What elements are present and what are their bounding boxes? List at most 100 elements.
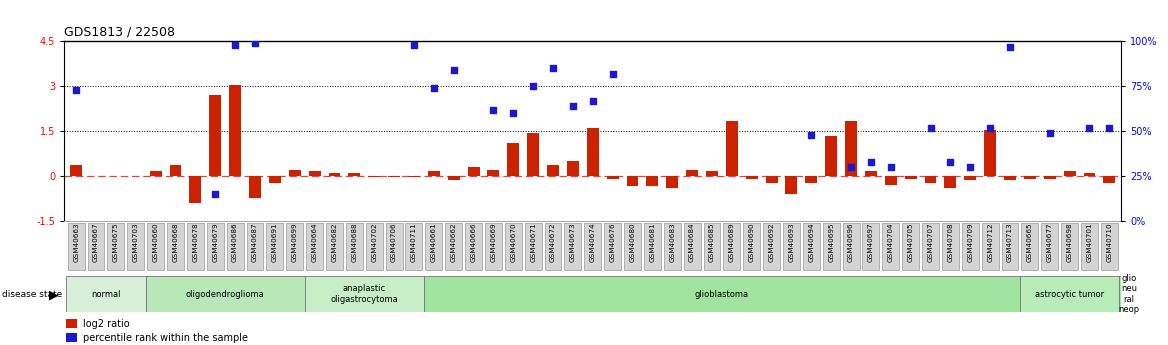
Point	[922, 125, 940, 130]
FancyBboxPatch shape	[564, 223, 582, 270]
Text: GSM40706: GSM40706	[391, 223, 397, 263]
Bar	[985, 130, 996, 176]
FancyBboxPatch shape	[147, 223, 164, 270]
Bar	[905, 176, 917, 179]
Text: GSM40681: GSM40681	[649, 223, 655, 263]
Bar	[67, 319, 76, 328]
Text: GSM40695: GSM40695	[828, 223, 834, 263]
FancyBboxPatch shape	[88, 223, 104, 270]
Bar	[945, 176, 957, 188]
Text: GSM40676: GSM40676	[610, 223, 616, 263]
Bar	[786, 176, 798, 194]
Text: GSM40701: GSM40701	[1086, 223, 1092, 263]
Bar	[447, 176, 460, 180]
Bar	[745, 176, 758, 179]
FancyBboxPatch shape	[822, 223, 840, 270]
Bar	[388, 176, 399, 177]
Text: GSM40661: GSM40661	[431, 223, 437, 263]
FancyBboxPatch shape	[763, 223, 780, 270]
Text: GSM40667: GSM40667	[93, 223, 99, 263]
Bar	[705, 171, 718, 176]
Bar	[288, 170, 300, 176]
Text: GSM40699: GSM40699	[292, 223, 298, 263]
Bar	[586, 128, 599, 176]
FancyBboxPatch shape	[961, 223, 979, 270]
FancyBboxPatch shape	[524, 223, 542, 270]
FancyBboxPatch shape	[385, 223, 403, 270]
Point	[862, 159, 881, 164]
Text: GSM40686: GSM40686	[232, 223, 238, 263]
Bar	[666, 176, 679, 188]
Text: GSM40712: GSM40712	[987, 223, 993, 263]
Text: GSM40679: GSM40679	[213, 223, 218, 263]
Text: GSM40682: GSM40682	[332, 223, 338, 263]
Bar	[725, 121, 738, 176]
Bar	[626, 176, 639, 186]
Text: astrocytic tumor: astrocytic tumor	[1035, 289, 1104, 299]
Text: GSM40685: GSM40685	[709, 223, 715, 263]
Bar	[826, 136, 837, 176]
Point	[583, 98, 603, 104]
Text: log2 ratio: log2 ratio	[83, 318, 130, 328]
FancyBboxPatch shape	[306, 223, 324, 270]
FancyBboxPatch shape	[981, 223, 999, 270]
Text: GSM40683: GSM40683	[669, 223, 675, 263]
Bar	[328, 173, 340, 176]
Bar	[1064, 171, 1076, 176]
Point	[1001, 44, 1020, 50]
Point	[543, 66, 562, 71]
Bar	[1104, 176, 1115, 184]
Point	[225, 42, 244, 48]
Text: GSM40694: GSM40694	[808, 223, 814, 263]
Text: GSM40708: GSM40708	[947, 223, 953, 263]
Bar	[965, 176, 976, 180]
Bar	[846, 121, 857, 176]
Text: GSM40688: GSM40688	[352, 223, 357, 263]
Text: GSM40691: GSM40691	[272, 223, 278, 263]
FancyBboxPatch shape	[862, 223, 880, 270]
Bar	[765, 176, 778, 184]
Point	[404, 42, 423, 48]
Text: GSM40710: GSM40710	[1106, 223, 1112, 263]
Text: GSM40664: GSM40664	[312, 223, 318, 263]
Point	[842, 164, 861, 170]
FancyBboxPatch shape	[1062, 223, 1078, 270]
Text: oligodendroglioma: oligodendroglioma	[186, 289, 265, 299]
Bar	[189, 176, 201, 203]
Bar	[885, 176, 897, 185]
Text: GSM40698: GSM40698	[1066, 223, 1072, 263]
Bar	[427, 171, 440, 176]
FancyBboxPatch shape	[1119, 276, 1139, 312]
Bar	[269, 176, 280, 184]
FancyBboxPatch shape	[1020, 276, 1119, 312]
Text: GSM40711: GSM40711	[411, 223, 417, 263]
FancyBboxPatch shape	[604, 223, 621, 270]
FancyBboxPatch shape	[1101, 223, 1118, 270]
Bar	[368, 176, 380, 177]
Text: percentile rank within the sample: percentile rank within the sample	[83, 333, 248, 343]
Bar	[646, 176, 659, 186]
FancyBboxPatch shape	[67, 276, 146, 312]
FancyBboxPatch shape	[305, 276, 424, 312]
Point	[484, 107, 502, 112]
Point	[245, 40, 264, 46]
FancyBboxPatch shape	[783, 223, 800, 270]
Point	[1080, 125, 1099, 130]
FancyBboxPatch shape	[624, 223, 641, 270]
Bar	[547, 166, 559, 176]
FancyBboxPatch shape	[405, 223, 423, 270]
Point	[604, 71, 623, 77]
FancyBboxPatch shape	[266, 223, 284, 270]
Text: GSM40697: GSM40697	[868, 223, 874, 263]
Text: GSM40680: GSM40680	[630, 223, 635, 263]
Text: GSM40675: GSM40675	[113, 223, 119, 263]
FancyBboxPatch shape	[187, 223, 204, 270]
Bar	[806, 176, 818, 184]
Point	[981, 125, 1000, 130]
Text: disease state: disease state	[2, 290, 63, 299]
Text: GSM40705: GSM40705	[908, 223, 913, 263]
FancyBboxPatch shape	[644, 223, 661, 270]
Bar	[1044, 176, 1056, 179]
Bar	[348, 173, 360, 176]
FancyBboxPatch shape	[167, 223, 183, 270]
